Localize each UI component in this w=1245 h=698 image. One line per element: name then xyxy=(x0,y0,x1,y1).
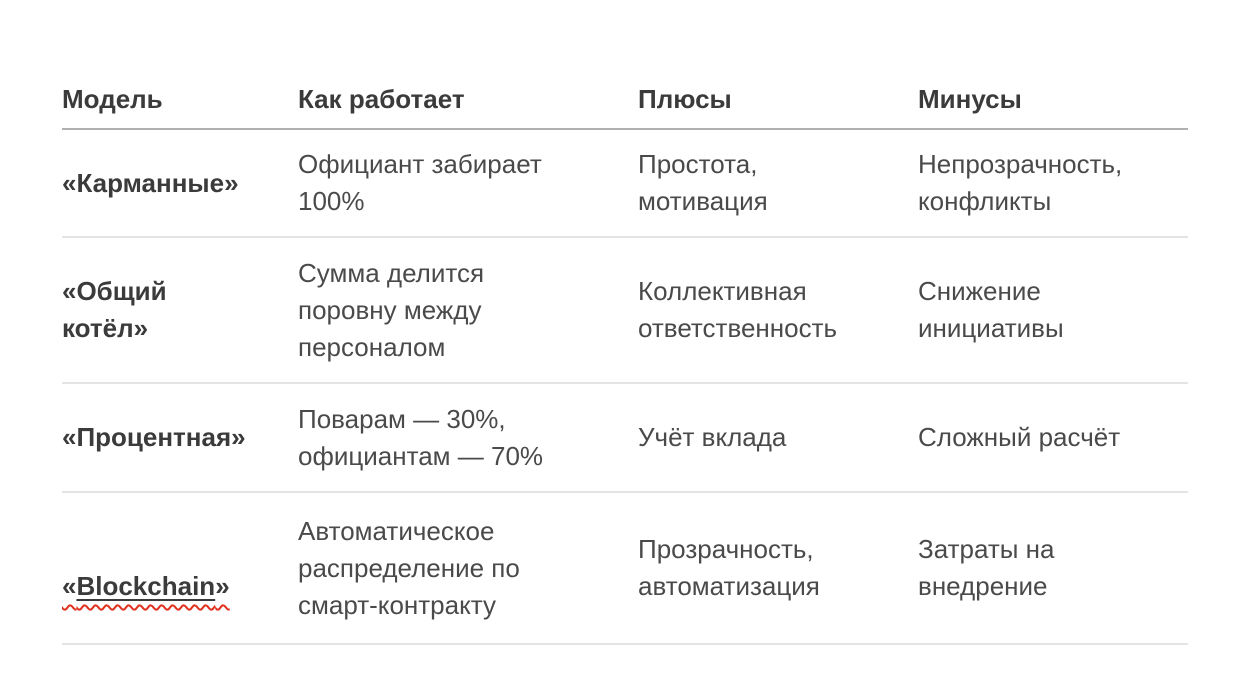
tip-models-table: Модель Как работает Плюсы Минусы «Карман… xyxy=(62,70,1188,645)
guillemet-open: « xyxy=(62,571,77,601)
cell-how-it-works: Поварам — 30%, официантам — 70% xyxy=(298,403,544,471)
column-header-cons: Минусы xyxy=(918,70,1188,130)
cell-cons: Сложный расчёт xyxy=(918,422,1121,452)
blockchain-word: Blockchain xyxy=(76,571,216,601)
cell-pros: Учёт вклада xyxy=(638,422,787,452)
column-header-model: Модель xyxy=(62,70,298,130)
cell-cons: Снижение инициативы xyxy=(918,276,1064,343)
table-row-common-pot: «Общий котёл» Сумма делится поровну межд… xyxy=(62,237,1188,383)
cell-model: «Карманные» xyxy=(62,167,239,198)
table-row-pocket: «Карманные» Официант забирает 100% Прост… xyxy=(62,129,1188,237)
cell-pros: Простота, мотивация xyxy=(638,149,768,216)
guillemet-close: » xyxy=(215,571,230,601)
column-header-how-it-works: Как работает xyxy=(298,70,638,130)
cell-cons: Затраты на внедрение xyxy=(918,534,1055,601)
column-header-pros: Плюсы xyxy=(638,70,918,130)
cell-model: «Процентная» xyxy=(62,422,246,452)
cell-cons: Непрозрачность, конфликты xyxy=(918,149,1123,216)
cell-model: «Blockchain» xyxy=(62,492,298,644)
table-row-percentage: «Процентная» Поварам — 30%, официантам —… xyxy=(62,383,1188,492)
cell-model: «Общий котёл» xyxy=(62,276,167,343)
cell-how-it-works: Официант забирает 100% xyxy=(298,149,542,216)
cell-pros: Прозрачность, автоматизация xyxy=(638,534,820,601)
cell-how-it-works: Автоматическое распределение по смарт-ко… xyxy=(298,515,520,620)
table-row-blockchain: «Blockchain» Автоматическое распределени… xyxy=(62,492,1188,644)
blockchain-term-spellcheck[interactable]: «Blockchain» xyxy=(62,571,230,601)
cell-how-it-works: Сумма делится поровну между персоналом xyxy=(298,257,485,362)
cell-pros: Коллективная ответственность xyxy=(638,276,838,343)
table-header-row: Модель Как работает Плюсы Минусы xyxy=(62,70,1188,130)
